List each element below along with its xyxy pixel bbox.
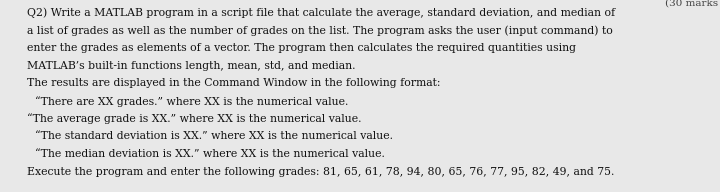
Text: “There are XX grades.” where XX is the numerical value.: “There are XX grades.” where XX is the n… xyxy=(35,96,348,107)
Text: “The median deviation is XX.” where XX is the numerical value.: “The median deviation is XX.” where XX i… xyxy=(35,149,384,159)
Text: Q2) Write a MATLAB program in a script file that calculate the average, standard: Q2) Write a MATLAB program in a script f… xyxy=(27,8,616,18)
Text: (30 marks: (30 marks xyxy=(665,0,719,7)
Text: “The standard deviation is XX.” where XX is the numerical value.: “The standard deviation is XX.” where XX… xyxy=(35,131,392,141)
Text: enter the grades as elements of a vector. The program then calculates the requir: enter the grades as elements of a vector… xyxy=(27,43,577,53)
Text: Execute the program and enter the following grades: 81, 65, 61, 78, 94, 80, 65, : Execute the program and enter the follow… xyxy=(27,167,615,177)
Text: The results are displayed in the Command Window in the following format:: The results are displayed in the Command… xyxy=(27,78,441,88)
Text: MATLAB’s built-in functions length, mean, std, and median.: MATLAB’s built-in functions length, mean… xyxy=(27,61,356,71)
Text: “The average grade is XX.” where XX is the numerical value.: “The average grade is XX.” where XX is t… xyxy=(27,114,362,124)
Text: a list of grades as well as the number of grades on the list. The program asks t: a list of grades as well as the number o… xyxy=(27,25,613,36)
